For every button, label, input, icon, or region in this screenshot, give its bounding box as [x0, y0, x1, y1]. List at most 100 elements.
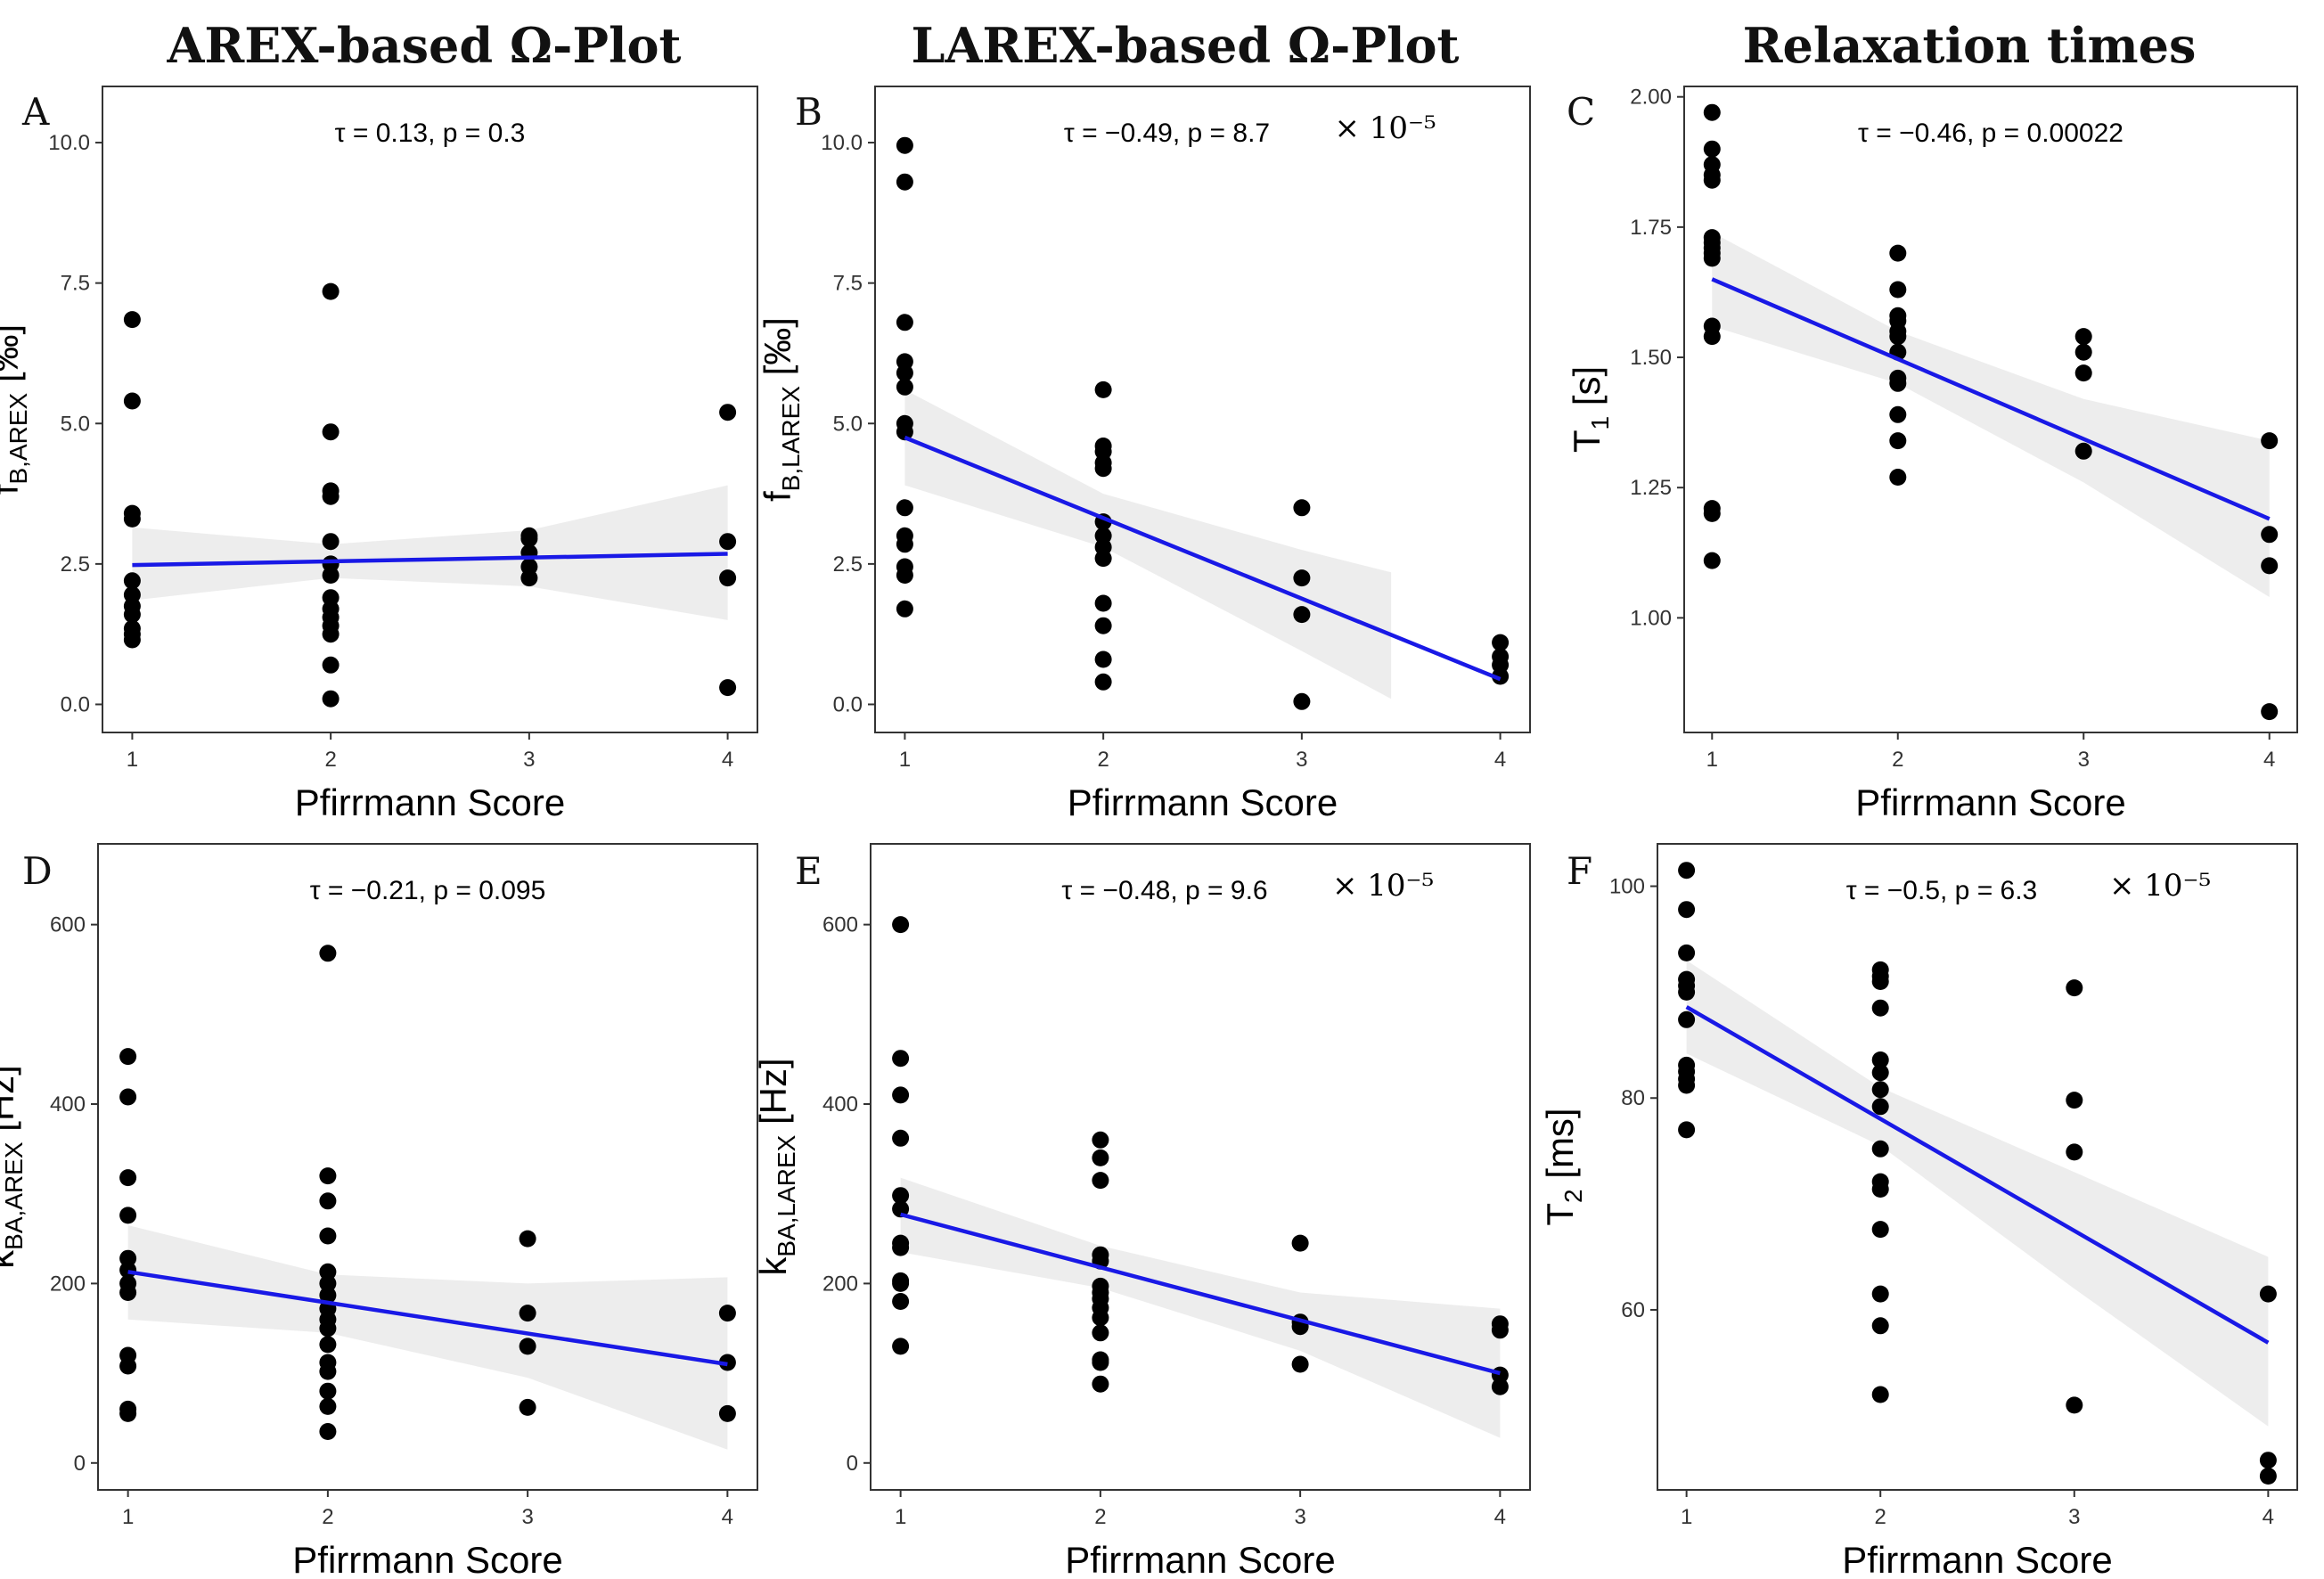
x-tick-label: 1 — [1706, 748, 1718, 772]
data-point — [1092, 1324, 1109, 1342]
confidence-band — [1686, 960, 2269, 1427]
data-point — [520, 530, 538, 547]
data-point — [319, 1382, 337, 1400]
data-point — [2261, 557, 2279, 575]
x-axis-title: Pfirrmann Score — [1855, 781, 2125, 823]
plot-frame — [1657, 843, 2298, 1491]
panel-letter: C — [1567, 90, 1595, 134]
x-tick-label: 2 — [1875, 1505, 1886, 1529]
x-tick-label: 3 — [2078, 748, 2090, 772]
data-point — [1871, 1386, 1889, 1403]
data-point — [892, 1086, 910, 1104]
y-tick-label: 0 — [74, 1452, 86, 1476]
x-tick-label: 3 — [2068, 1505, 2080, 1529]
y-axis-title-main: T — [1539, 1203, 1581, 1226]
y-axis-title-unit: [ms] — [1539, 1108, 1581, 1189]
x-tick-label: 4 — [722, 748, 733, 772]
data-point — [2261, 703, 2279, 721]
data-point — [1871, 1098, 1889, 1116]
data-point — [719, 569, 737, 587]
x-tick-label: 1 — [899, 748, 911, 772]
column-title-relaxation: Relaxation times — [1743, 17, 2197, 74]
data-point — [119, 1249, 137, 1267]
data-point — [319, 1167, 337, 1185]
correlation-annotation: τ = −0.48, p = 9.6 — [1061, 876, 1267, 905]
x-tick-label: 4 — [1494, 748, 1506, 772]
data-point — [2066, 979, 2083, 997]
data-point — [2066, 1143, 2083, 1161]
data-point — [1889, 469, 1907, 486]
panel-letter: A — [21, 90, 50, 134]
data-point — [1703, 328, 1721, 346]
data-point — [2259, 1468, 2277, 1485]
y-axis-title-unit: [‰] — [757, 317, 798, 386]
plot-frame — [102, 86, 758, 733]
data-point — [319, 945, 337, 962]
data-point — [2066, 1092, 2083, 1109]
data-point — [319, 1287, 337, 1304]
data-point — [2074, 442, 2092, 460]
x-tick-label: 4 — [722, 1505, 733, 1529]
data-point — [1678, 1010, 1696, 1028]
plot-frame — [1683, 86, 2298, 733]
y-tick-label: 1.25 — [1630, 476, 1672, 500]
data-point — [1889, 432, 1907, 450]
data-point — [123, 392, 141, 410]
correlation-annotation: τ = −0.46, p = 0.00022 — [1858, 119, 2124, 148]
data-point — [1094, 650, 1112, 668]
y-axis-title-main: k — [0, 1249, 21, 1269]
panel-letter: F — [1567, 849, 1592, 893]
confidence-band — [1712, 232, 2270, 597]
y-tick-label: 80 — [1621, 1086, 1645, 1110]
y-axis-title: fB,AREX [‰] — [0, 324, 32, 495]
data-point — [1871, 1181, 1889, 1198]
panel-letter: E — [795, 849, 822, 893]
data-point — [1094, 594, 1112, 612]
data-point — [519, 1338, 536, 1355]
y-tick-label: 400 — [822, 1092, 858, 1117]
data-point — [1703, 504, 1721, 522]
data-point — [119, 1048, 137, 1066]
data-point — [892, 1274, 910, 1292]
data-point — [1703, 171, 1721, 189]
data-point — [896, 423, 913, 441]
y-axis-title-subscript: 2 — [1559, 1189, 1587, 1203]
data-point — [892, 1338, 910, 1355]
data-point — [719, 679, 737, 697]
correlation-annotation: τ = 0.13, p = 0.3 — [335, 119, 526, 148]
data-point — [1703, 552, 1721, 569]
data-point — [1092, 1149, 1109, 1166]
x-axis-title: Pfirrmann Score — [1068, 781, 1338, 823]
data-point — [1871, 1064, 1889, 1082]
confidence-band — [132, 485, 728, 620]
data-point — [319, 1320, 337, 1338]
data-point — [1871, 973, 1889, 990]
data-point — [1678, 862, 1696, 879]
data-point — [119, 1357, 137, 1375]
data-point — [1678, 901, 1696, 919]
x-tick-label: 1 — [127, 748, 138, 772]
data-point — [896, 136, 913, 154]
regression-line — [132, 552, 728, 568]
y-tick-label: 2.5 — [61, 552, 90, 577]
y-axis-title: fB,LAREX [‰] — [757, 317, 805, 502]
data-point — [1871, 1051, 1889, 1068]
data-point — [1291, 1234, 1309, 1252]
plot-frame — [97, 843, 758, 1491]
data-point — [519, 1305, 536, 1322]
data-point — [123, 311, 141, 329]
data-point — [2261, 526, 2279, 544]
y-axis-title-main: T — [1566, 430, 1608, 453]
panel-c: C 1 2 3 4 1.00 1.25 1.50 1.75 2.00 Pfirrmann Score… — [1566, 86, 2298, 823]
data-point — [892, 1129, 910, 1147]
y-axis-title-unit: [Hz] — [752, 1058, 794, 1134]
data-point — [896, 567, 913, 584]
data-point — [1092, 1172, 1109, 1190]
data-point — [1094, 380, 1112, 398]
y-tick-label: 600 — [822, 913, 858, 937]
data-point — [319, 1423, 337, 1440]
x-tick-label: 3 — [1294, 1505, 1305, 1529]
